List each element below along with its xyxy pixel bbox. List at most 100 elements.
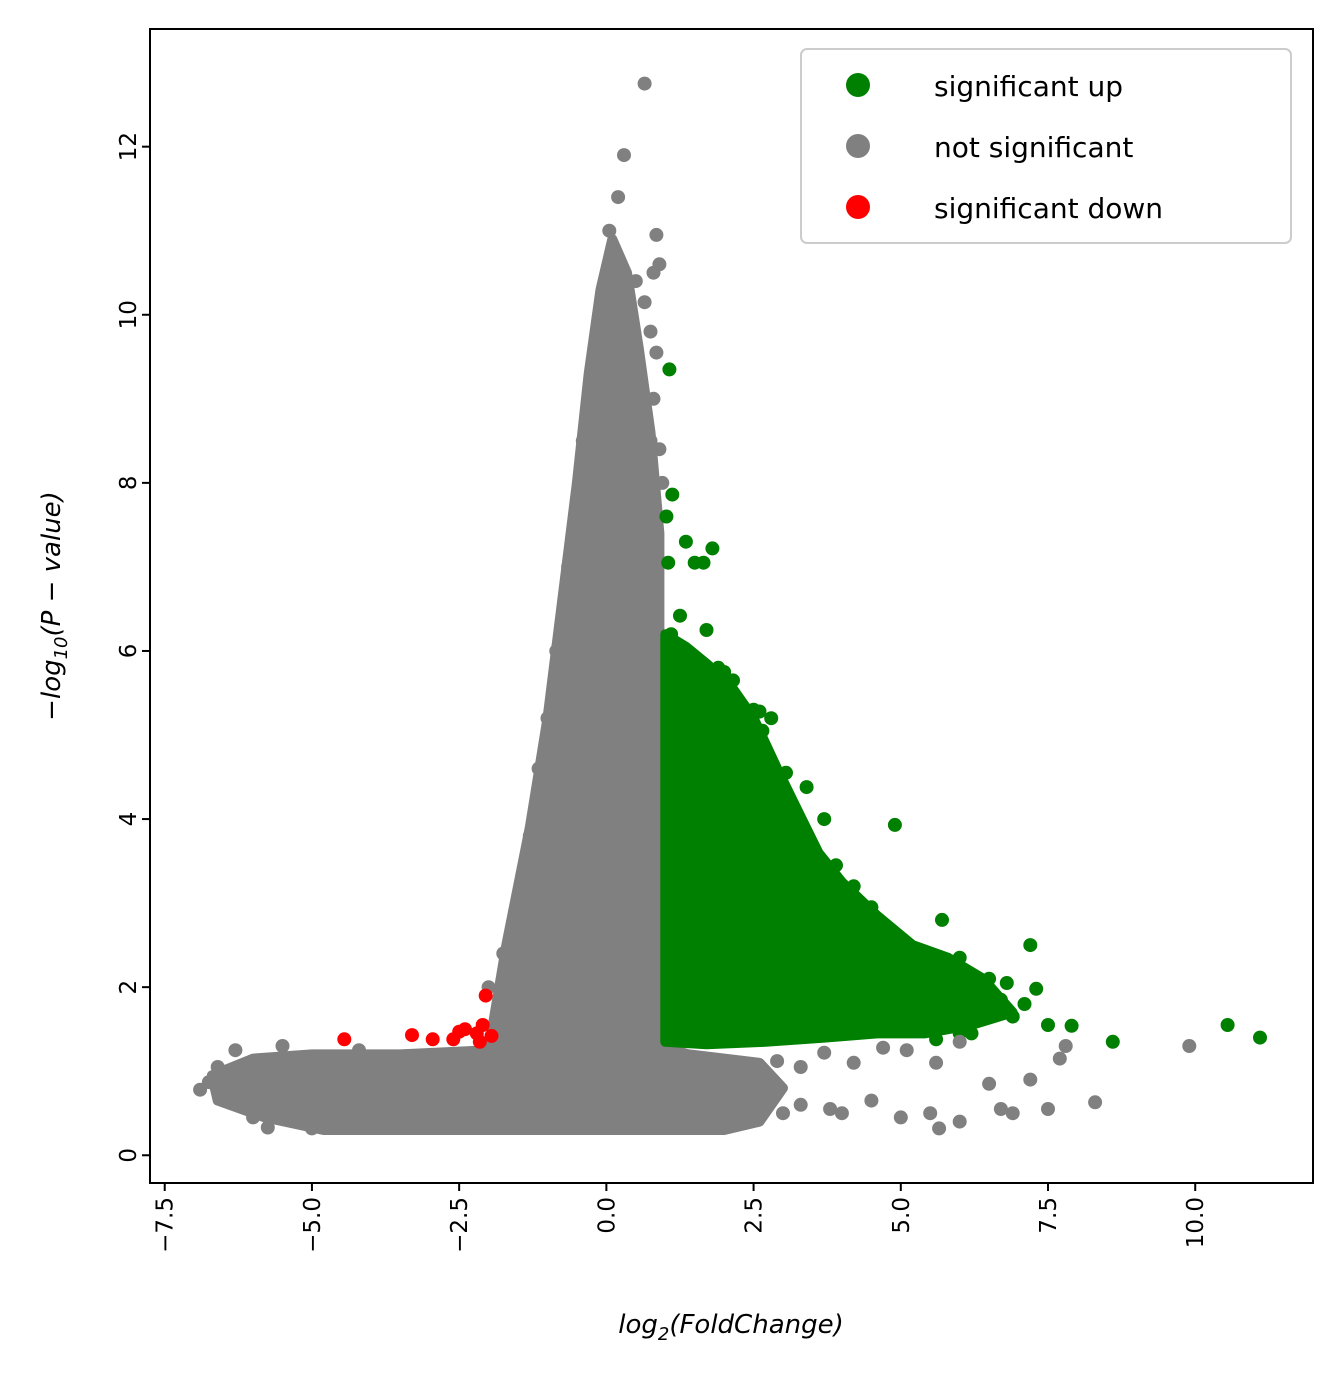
legend-marker-significant-up bbox=[846, 73, 870, 97]
not-significant-point bbox=[646, 265, 661, 280]
legend-label-significant-down: significant down bbox=[934, 192, 1163, 225]
x-tick-label: 2.5 bbox=[742, 1197, 768, 1234]
significant-up-point bbox=[1017, 997, 1032, 1011]
significant-up-point bbox=[1023, 938, 1038, 953]
not-significant-point bbox=[675, 1051, 690, 1066]
y-tick-label: 8 bbox=[116, 476, 142, 491]
not-significant-point bbox=[793, 1060, 808, 1074]
significant-up-point bbox=[1005, 1009, 1020, 1024]
y-tick-label: 6 bbox=[116, 644, 142, 659]
not-significant-point bbox=[1088, 1095, 1103, 1110]
not-significant-point bbox=[637, 295, 652, 310]
not-significant-point bbox=[201, 1075, 216, 1090]
not-significant-point bbox=[540, 711, 555, 726]
not-significant-point bbox=[699, 1072, 714, 1087]
significant-up-point bbox=[699, 623, 714, 637]
not-significant-point bbox=[1041, 1102, 1055, 1116]
significant-up-point bbox=[846, 879, 861, 894]
x-tick-label: 7.5 bbox=[1036, 1197, 1062, 1234]
not-significant-point bbox=[834, 1106, 849, 1121]
significant-up-point bbox=[659, 509, 674, 524]
significant-up-point bbox=[982, 971, 997, 986]
x-axis-ticks: −7.5 −5.0 −2.5 0.0 2.5 5.0 7.5 10.0 bbox=[153, 1183, 1209, 1253]
significant-up-point bbox=[817, 812, 832, 827]
not-significant-point bbox=[561, 559, 576, 574]
plot-area-frame bbox=[149, 28, 1314, 1184]
not-significant-point bbox=[993, 1102, 1008, 1116]
not-significant-point bbox=[637, 76, 652, 91]
significant-down-point bbox=[484, 1028, 499, 1043]
significant-up-point bbox=[1220, 1018, 1235, 1032]
x-axis-label-rest: (FoldChange) bbox=[669, 1310, 843, 1340]
not-significant-point bbox=[508, 904, 523, 919]
significant-up-point bbox=[752, 704, 767, 719]
not-significant-point bbox=[496, 946, 511, 961]
not-significant-point bbox=[646, 391, 661, 406]
not-significant-point bbox=[746, 1064, 761, 1079]
x-tick-label: 10.0 bbox=[1183, 1197, 1209, 1248]
not-significant-point bbox=[823, 1102, 838, 1116]
x-tick-label: 5.0 bbox=[889, 1197, 915, 1234]
not-significant-cloud bbox=[206, 234, 1018, 1135]
not-significant-point bbox=[932, 1121, 947, 1136]
y-tick-label: 10 bbox=[116, 300, 142, 329]
not-significant-point bbox=[1023, 1072, 1038, 1087]
legend: significant up not significant significa… bbox=[800, 48, 1292, 244]
not-significant-point bbox=[923, 1106, 938, 1121]
x-tick-label: 0.0 bbox=[594, 1197, 620, 1234]
not-significant-point bbox=[1058, 1039, 1073, 1053]
x-tick-label: −5.0 bbox=[300, 1197, 326, 1253]
not-significant-point bbox=[531, 761, 546, 776]
significant-up-point bbox=[705, 541, 720, 556]
y-axis-ticks: 0 2 4 6 8 10 12 bbox=[116, 132, 150, 1163]
not-significant-point bbox=[723, 1057, 737, 1072]
significant-up-point bbox=[1029, 981, 1044, 996]
not-significant-point bbox=[611, 190, 626, 205]
significant-up-point bbox=[893, 946, 908, 961]
significant-down-point bbox=[337, 1032, 352, 1047]
significant-up-point bbox=[662, 362, 677, 377]
y-axis-label-rest: (P − value) bbox=[37, 491, 67, 636]
significant-up-point bbox=[764, 711, 779, 726]
not-significant-point bbox=[575, 433, 590, 448]
significant-up-point bbox=[1064, 1018, 1079, 1033]
significant-up-point bbox=[1253, 1030, 1267, 1045]
legend-marker-not-significant bbox=[846, 134, 870, 158]
not-significant-point bbox=[982, 1076, 997, 1091]
not-significant-point bbox=[617, 148, 631, 163]
y-axis-label-subscript: 10 bbox=[51, 636, 72, 659]
significant-down-point bbox=[472, 1034, 487, 1049]
not-significant-point bbox=[602, 223, 617, 238]
significant-up-point bbox=[779, 765, 793, 780]
significant-up-point bbox=[717, 665, 732, 679]
not-significant-point bbox=[687, 1102, 702, 1116]
not-significant-point bbox=[864, 1093, 879, 1108]
significant-up-point bbox=[664, 627, 679, 642]
not-significant-point bbox=[643, 433, 658, 448]
not-significant-point bbox=[260, 1120, 275, 1135]
legend-label-significant-up: significant up bbox=[934, 70, 1123, 103]
legend-label-not-significant: not significant bbox=[934, 131, 1133, 164]
x-axis-label-subscript: 2 bbox=[658, 1324, 669, 1345]
not-significant-point bbox=[1005, 1106, 1020, 1121]
significant-up-point bbox=[858, 1020, 873, 1035]
not-significant-point bbox=[793, 1097, 808, 1112]
y-tick-label: 4 bbox=[116, 812, 142, 827]
not-significant-point bbox=[817, 1045, 832, 1060]
not-significant-point bbox=[649, 227, 664, 242]
not-significant-point bbox=[770, 1054, 785, 1069]
not-significant-point bbox=[304, 1121, 319, 1136]
significant-up-point bbox=[864, 900, 879, 915]
y-tick-label: 12 bbox=[116, 132, 142, 161]
not-significant-point bbox=[628, 274, 643, 289]
not-significant-point bbox=[228, 1043, 243, 1058]
significant-up-point bbox=[1041, 1018, 1055, 1032]
significant-up-point bbox=[673, 608, 687, 623]
not-significant-point bbox=[516, 870, 531, 885]
not-significant-point bbox=[1052, 1051, 1067, 1066]
significant-up-point bbox=[829, 858, 843, 873]
significant-up-point bbox=[887, 817, 902, 832]
not-significant-point bbox=[246, 1110, 261, 1125]
legend-frame bbox=[800, 48, 1292, 244]
